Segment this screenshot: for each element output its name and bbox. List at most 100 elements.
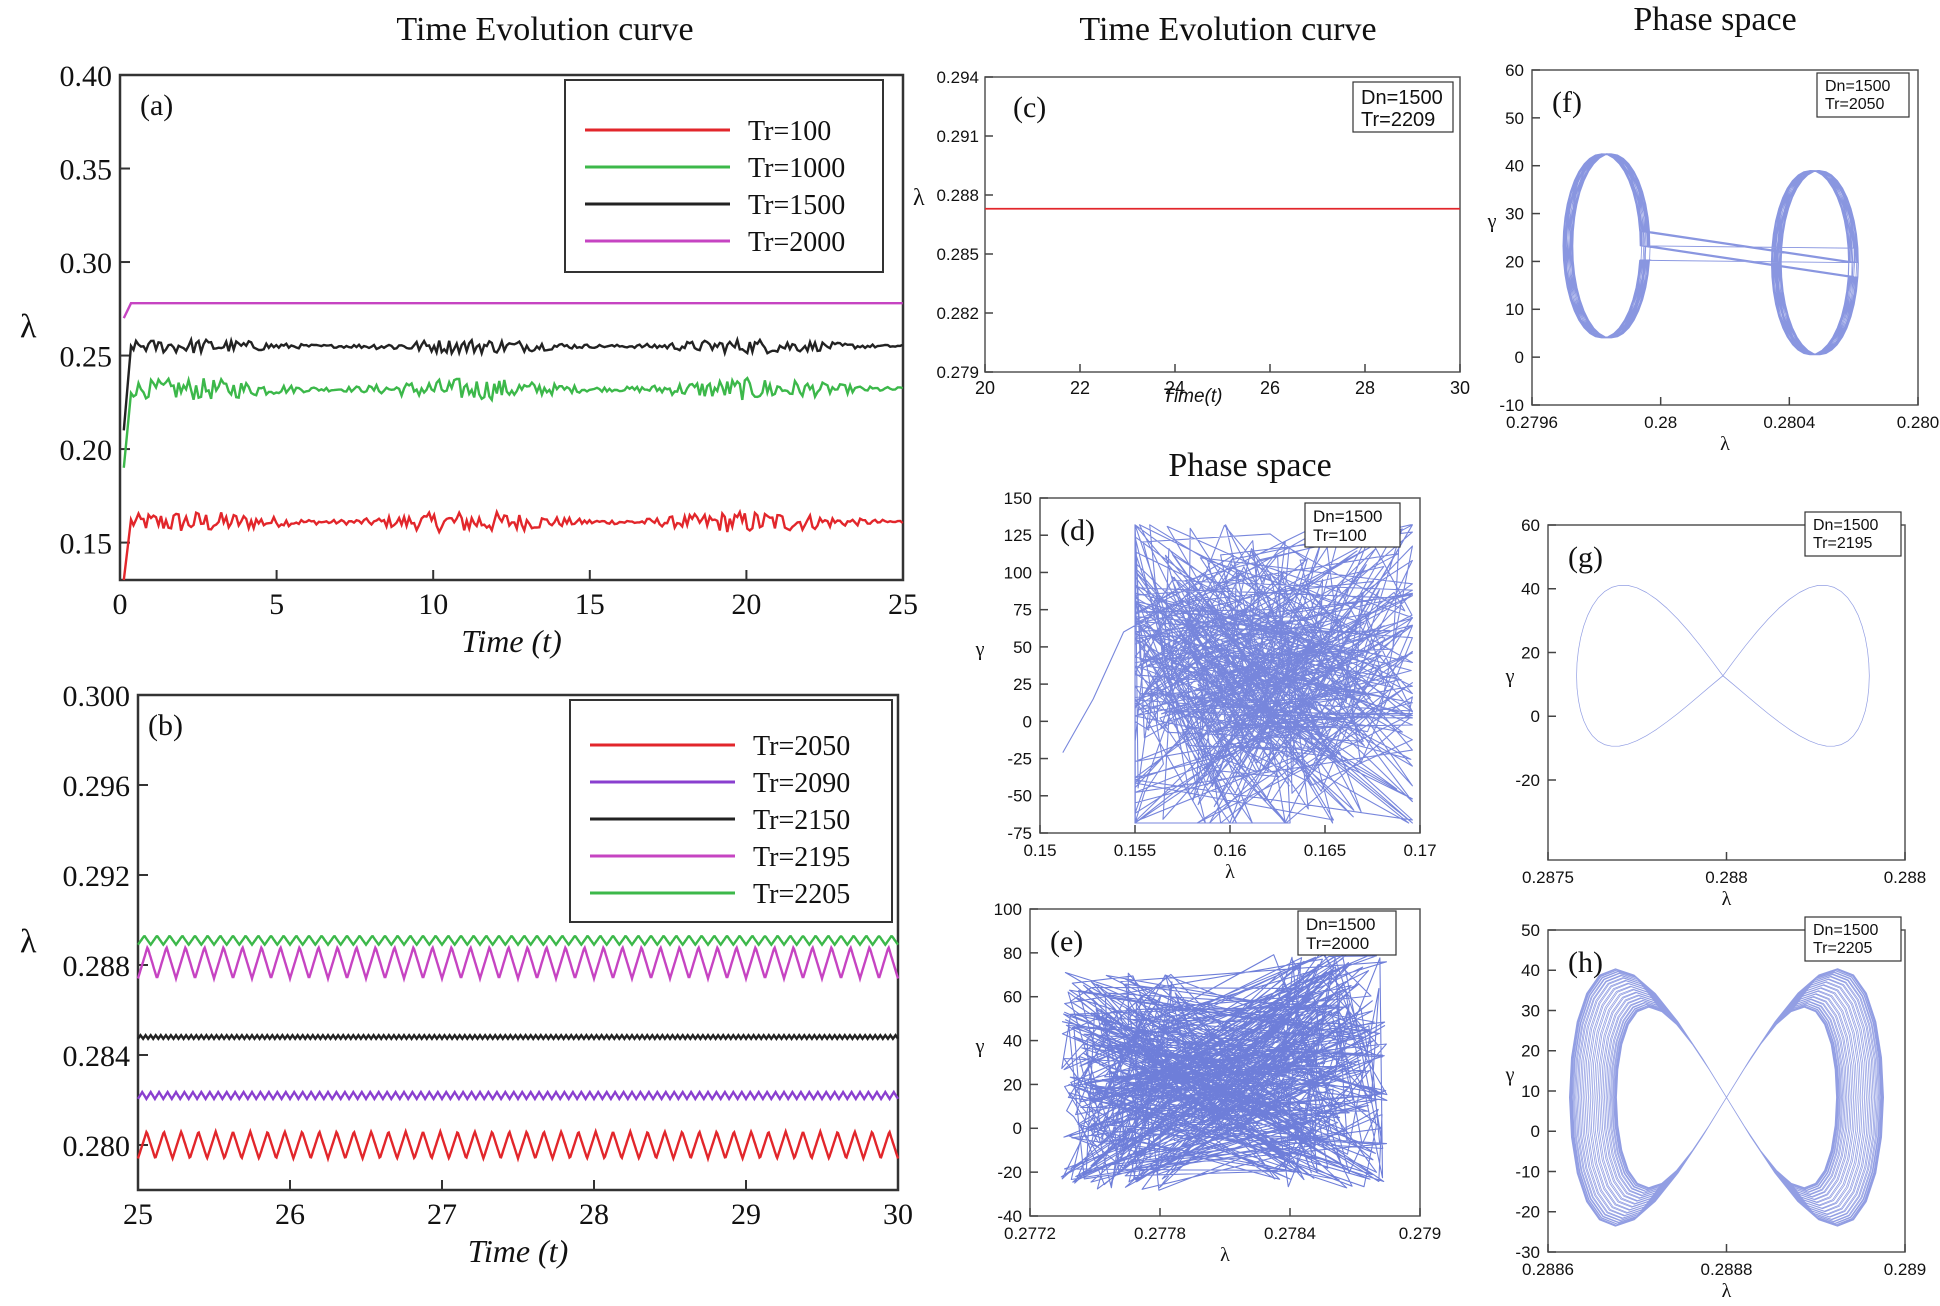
x-tick-label: 15 xyxy=(575,588,605,621)
x-axis-label: λ xyxy=(1722,888,1732,910)
y-tick-label: 20 xyxy=(1521,1042,1540,1061)
y-tick-label: 30 xyxy=(1505,205,1524,224)
legend-label: Tr=1500 xyxy=(748,190,845,221)
panel-label: (b) xyxy=(148,709,183,742)
x-tick-label: 20 xyxy=(731,588,761,621)
y-tick-label: 100 xyxy=(994,900,1022,919)
x-tick-label: 5 xyxy=(269,588,284,621)
y-tick-label: 0 xyxy=(1531,1122,1540,1141)
series-line-tr-2150 xyxy=(137,1033,899,1041)
panel-f-phase-space: 0.2796 0.28 0.2804 0.280 60 50 40 30 20 10 0 -10 λ γ (… xyxy=(1487,61,1940,455)
heading-phase-space-middle: Phase space xyxy=(1168,447,1331,484)
x-axis-label: λ xyxy=(1722,1280,1732,1302)
y-axis-label: γ xyxy=(1505,666,1515,688)
y-tick-label: 80 xyxy=(1003,944,1022,963)
y-tick-label: 0.35 xyxy=(60,154,113,187)
heading-time-evolution-left: Time Evolution curve xyxy=(396,11,693,48)
annotation-box xyxy=(1804,511,1902,557)
panel-label: (h) xyxy=(1568,946,1603,979)
x-tick-label: 0.15 xyxy=(1023,841,1056,860)
x-tick-label: 25 xyxy=(123,1198,153,1231)
y-tick-label: 50 xyxy=(1521,921,1540,940)
phase-trajectory xyxy=(1576,584,1870,747)
y-tick-label: 100 xyxy=(1004,563,1032,582)
annotation-text: Tr=2050 xyxy=(1825,96,1885,113)
x-tick-label: 0.2784 xyxy=(1264,1224,1316,1243)
panel-c-time-evolution: 20 22 24 26 28 30 0.279 0.282 0.285 0.288 0.291 0.2… xyxy=(913,68,1470,407)
y-axis-label: γ xyxy=(1487,211,1497,233)
panel-e-phase-space: 0.2772 0.2778 0.2784 0.279 100 80 60 40 20 0 -20 -4… xyxy=(975,900,1442,1266)
x-tick-label: 0.28 xyxy=(1644,413,1677,432)
y-tick-label: 0.285 xyxy=(936,245,979,264)
y-tick-label: 30 xyxy=(1521,1001,1540,1020)
x-tick-label: 0.165 xyxy=(1304,841,1347,860)
y-tick-label: 20 xyxy=(1003,1075,1022,1094)
x-tick-label: 22 xyxy=(1070,378,1090,398)
panel-b-time-evolution: 25 26 27 28 29 30 0.280 0.284 0.288 0.292 0.296 0.3… xyxy=(20,680,913,1269)
y-axis-label: γ xyxy=(975,1036,985,1058)
y-tick-label: 20 xyxy=(1521,643,1540,662)
y-tick-label: -10 xyxy=(1515,1162,1540,1181)
series-line-tr-2195 xyxy=(136,944,900,983)
annotation-text: Tr=2195 xyxy=(1813,535,1873,552)
y-tick-label: -20 xyxy=(1515,771,1540,790)
legend-label: Tr=2195 xyxy=(753,842,850,873)
y-tick-label: 10 xyxy=(1505,300,1524,319)
y-tick-label: 150 xyxy=(1004,489,1032,508)
y-tick-label: -10 xyxy=(1499,396,1524,415)
x-tick-label: 24 xyxy=(1165,378,1185,398)
panel-label: (e) xyxy=(1050,925,1083,958)
y-tick-label: 0 xyxy=(1013,1119,1022,1138)
panel-d-phase-space: 0.15 0.155 0.16 0.165 0.17 150 125 100 75 50 25 0 -2… xyxy=(975,489,1437,883)
y-tick-label: 40 xyxy=(1003,1032,1022,1051)
series-line-tr-1500 xyxy=(122,335,904,431)
panel-label: (d) xyxy=(1060,514,1095,547)
y-tick-label: 0 xyxy=(1531,707,1540,726)
annotation-box xyxy=(1352,81,1454,133)
y-tick-label: 25 xyxy=(1013,675,1032,694)
y-tick-label: 0.282 xyxy=(936,304,979,323)
annotation-text: Dn=1500 xyxy=(1825,78,1890,95)
panel-f-frame xyxy=(1531,69,1919,406)
x-tick-label: 0.17 xyxy=(1403,841,1436,860)
x-tick-label: 0.2886 xyxy=(1522,1260,1574,1279)
x-tick-label: 29 xyxy=(731,1198,761,1231)
y-tick-label: -30 xyxy=(1515,1243,1540,1262)
y-tick-label: 0.288 xyxy=(63,950,131,983)
y-tick-label: 0.20 xyxy=(60,434,113,467)
x-tick-label: 28 xyxy=(579,1198,609,1231)
x-tick-label: 20 xyxy=(975,378,995,398)
x-tick-label: 0.288 xyxy=(1884,868,1927,887)
y-tick-label: 60 xyxy=(1521,516,1540,535)
legend-label: Tr=1000 xyxy=(748,153,845,184)
annotation-box xyxy=(1816,72,1910,118)
annotation-text: Dn=1500 xyxy=(1813,922,1878,939)
panel-a-frame xyxy=(118,73,905,582)
x-tick-label: 0.288 xyxy=(1705,868,1748,887)
x-tick-label: 28 xyxy=(1355,378,1375,398)
legend-label: Tr=2150 xyxy=(753,805,850,836)
heading-time-evolution-middle: Time Evolution curve xyxy=(1079,11,1376,48)
series-line-tr-2050 xyxy=(136,1127,900,1163)
annotation-text: Dn=1500 xyxy=(1313,507,1382,526)
x-tick-label: 26 xyxy=(1260,378,1280,398)
x-tick-label: 10 xyxy=(418,588,448,621)
x-tick-label: 25 xyxy=(888,588,918,621)
x-tick-label: 27 xyxy=(427,1198,457,1231)
annotation-text: Dn=1500 xyxy=(1813,517,1878,534)
x-tick-label: 0.2772 xyxy=(1004,1224,1056,1243)
x-axis-label: Time (t) xyxy=(461,623,561,659)
panel-h-phase-space: 0.2886 0.2888 0.289 50 40 30 20 10 0 -10 -20 -30 λ γ (… xyxy=(1505,916,1926,1302)
y-tick-label: 0.30 xyxy=(60,247,113,280)
x-tick-label: 0.2778 xyxy=(1134,1224,1186,1243)
panel-e-frame xyxy=(1029,908,1421,1217)
panel-c-frame xyxy=(984,76,1461,373)
y-tick-label: -75 xyxy=(1007,824,1032,843)
x-axis-label: λ xyxy=(1225,861,1235,883)
y-tick-label: -50 xyxy=(1007,787,1032,806)
series-line-tr-2090 xyxy=(136,1089,900,1102)
panel-g-phase-space: 0.2875 0.288 0.288 60 40 20 0 -20 λ γ (g) Dn=1500Tr… xyxy=(1505,511,1927,910)
annotation-text: Dn=1500 xyxy=(1361,87,1443,109)
y-axis-label: γ xyxy=(1505,1064,1515,1086)
y-tick-label: 0.25 xyxy=(60,341,113,374)
